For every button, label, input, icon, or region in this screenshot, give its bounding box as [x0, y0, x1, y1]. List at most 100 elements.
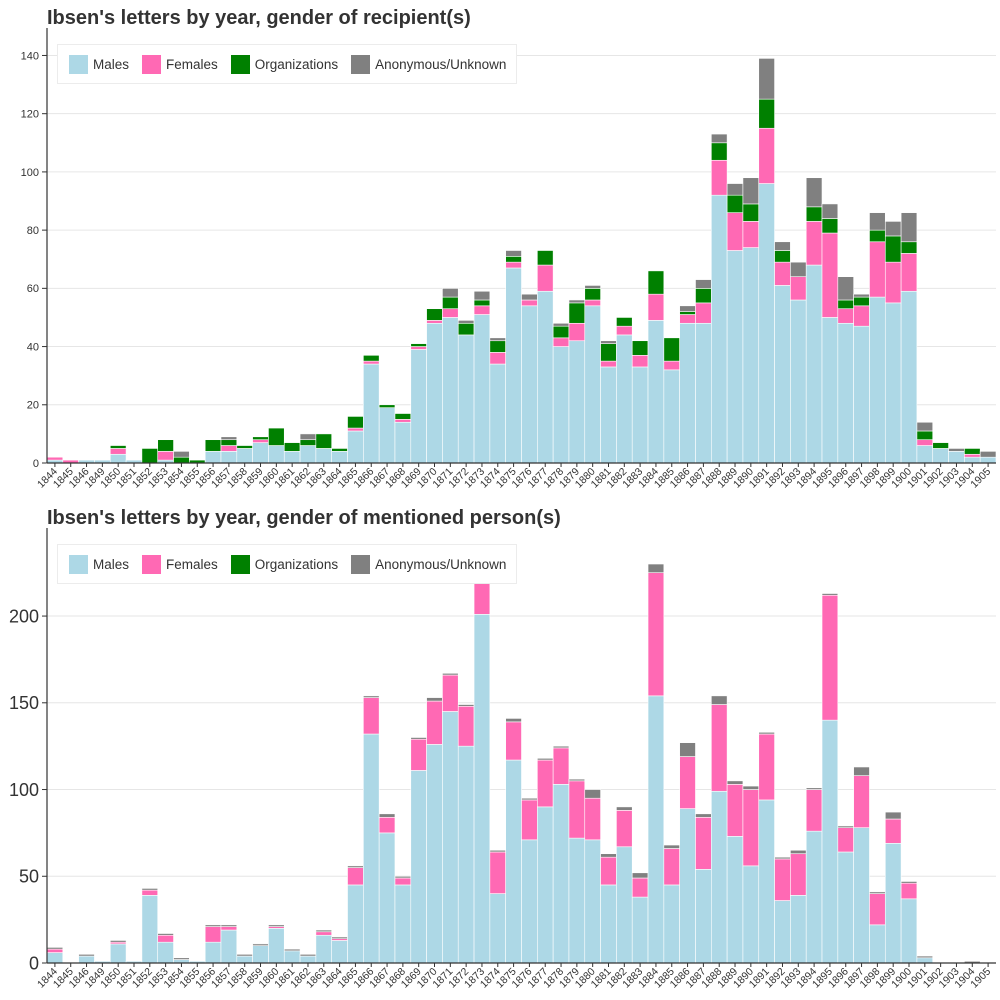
bar-organizations [457, 322, 475, 336]
bar-anonymous-unknown [552, 322, 570, 327]
bar-anonymous-unknown [442, 673, 459, 676]
bar-anonymous-unknown [109, 940, 127, 943]
bar-females [726, 212, 744, 251]
bar-females [679, 756, 696, 809]
bar-males [821, 719, 839, 964]
bar-anonymous-unknown [726, 780, 744, 785]
bar-anonymous-unknown [821, 593, 839, 596]
bar-males [552, 346, 570, 464]
bar-males [710, 790, 728, 964]
bar-organizations [663, 337, 680, 362]
bar-anonymous-unknown [331, 936, 348, 940]
bar-anonymous-unknown [283, 948, 301, 952]
bar-males [647, 320, 665, 464]
bar-females [884, 261, 902, 304]
bar-males [46, 952, 64, 964]
bar-males [790, 299, 807, 464]
bar-males [916, 957, 934, 964]
bar-anonymous-unknown [853, 766, 870, 776]
bar-males [331, 451, 348, 464]
bar-males [347, 430, 364, 464]
bar-anonymous-unknown [710, 133, 728, 144]
bar-females [758, 127, 775, 184]
legend-label: Females [166, 56, 218, 72]
bar-organizations [157, 439, 174, 452]
bar-males [869, 296, 886, 464]
bar-anonymous-unknown [220, 924, 238, 927]
bar-anonymous-unknown [742, 177, 760, 205]
chart-title: Ibsen's letters by year, gender of menti… [47, 507, 561, 529]
bar-males [220, 451, 238, 464]
bar-females [774, 261, 791, 286]
bar-females [442, 674, 459, 712]
bar-anonymous-unknown [916, 421, 934, 432]
bar-females [521, 799, 538, 841]
bar-males [726, 250, 744, 464]
bar-anonymous-unknown [742, 785, 760, 790]
bar-males [837, 851, 854, 964]
y-tick-label: 50 [19, 867, 39, 887]
bar-males [109, 453, 127, 464]
bar-males [726, 836, 744, 964]
bar-anonymous-unknown [173, 957, 190, 960]
bar-females [426, 320, 443, 324]
y-tick-label: 40 [27, 341, 39, 353]
bar-females [869, 241, 886, 298]
bar-males [631, 896, 649, 964]
bar-males [505, 267, 522, 464]
bar-females [821, 232, 839, 318]
y-tick-label: 100 [9, 780, 39, 800]
legend-swatch [351, 54, 371, 74]
bar-anonymous-unknown [521, 293, 538, 301]
bar-females [363, 697, 380, 735]
bar-organizations [869, 229, 886, 243]
bar-anonymous-unknown [679, 742, 696, 757]
bar-anonymous-unknown [157, 933, 174, 936]
bar-males [663, 884, 680, 964]
bar-females [220, 926, 238, 931]
bar-organizations [853, 296, 870, 307]
bar-organizations [505, 256, 522, 263]
bar-anonymous-unknown [315, 929, 332, 933]
bar-organizations [173, 456, 190, 464]
bar-anonymous-unknown [537, 758, 554, 761]
bar-anonymous-unknown [568, 299, 586, 304]
bar-females [695, 816, 712, 870]
bar-males [742, 247, 760, 464]
bar-anonymous-unknown [948, 448, 965, 452]
bar-males [363, 363, 380, 464]
bar-organizations [426, 308, 443, 321]
bar-males [109, 943, 127, 964]
bar-organizations [283, 442, 301, 452]
bar-females [790, 853, 807, 896]
bar-males [774, 285, 791, 464]
bar-males [805, 830, 823, 964]
bar-males [710, 194, 728, 464]
y-tick-label: 0 [33, 458, 39, 470]
bar-males [315, 934, 332, 964]
legend-item-females: Females [142, 554, 218, 574]
bar-anonymous-unknown [790, 849, 807, 855]
bar-males [900, 290, 918, 464]
bar-females [363, 360, 380, 365]
bar-males [204, 451, 222, 464]
bar-males [758, 799, 775, 964]
bar-anonymous-unknown [710, 695, 728, 705]
bar-anonymous-unknown [505, 250, 522, 257]
bar-organizations [347, 416, 364, 429]
legend-label: Anonymous/Unknown [375, 56, 507, 72]
bar-males [141, 895, 159, 964]
legend-item-anonymous-unknown: Anonymous/Unknown [351, 54, 507, 74]
bar-females [521, 299, 538, 307]
bar-females [884, 818, 902, 844]
bar-females [410, 346, 427, 350]
bar-anonymous-unknown [347, 865, 364, 868]
legend-swatch [230, 554, 250, 574]
bar-females [821, 594, 839, 721]
bar-females [916, 439, 934, 446]
bar-females [46, 948, 64, 953]
bar-males [631, 366, 649, 464]
bar-organizations [821, 218, 839, 234]
bar-females [631, 877, 649, 898]
bar-females [537, 759, 554, 808]
